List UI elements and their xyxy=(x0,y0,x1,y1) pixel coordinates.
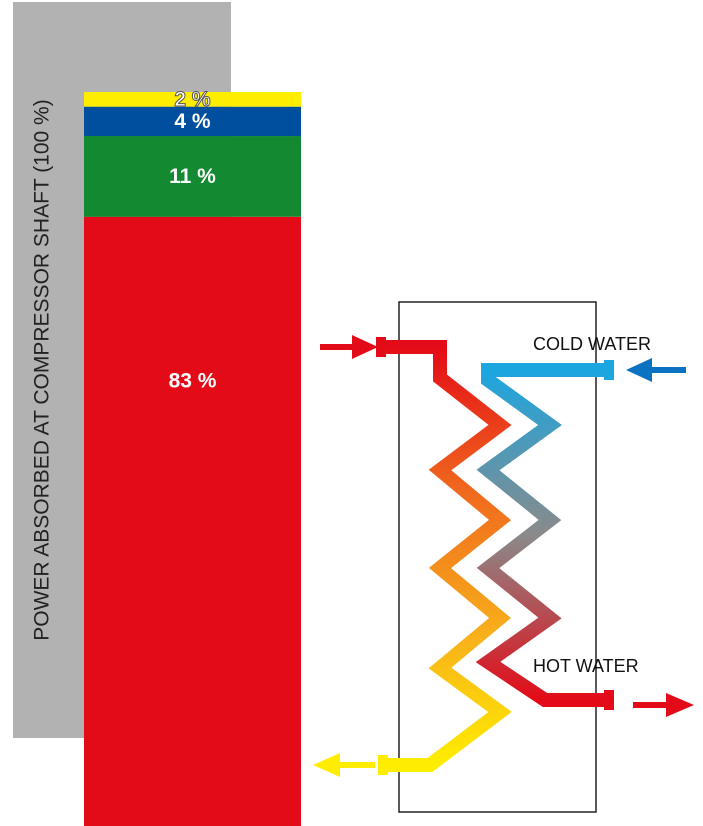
segment-label: 4 % xyxy=(174,110,211,133)
segment-label: 83 % xyxy=(169,369,217,392)
bar-segment xyxy=(84,216,301,826)
arrow xyxy=(633,693,694,717)
coil-cap xyxy=(378,755,388,775)
bar-segment xyxy=(84,136,301,217)
arrow xyxy=(313,753,375,777)
refrigerant-coil xyxy=(380,340,512,772)
hot-water-label: HOT WATER xyxy=(533,656,639,676)
cold-water-label: COLD WATER xyxy=(533,334,651,354)
heat-exchanger xyxy=(398,301,597,813)
segment-label: 2 % xyxy=(174,88,211,111)
bar-segment xyxy=(84,92,301,107)
axis-label: POWER ABSORBED AT COMPRESSOR SHAFT (100 … xyxy=(31,99,54,640)
coil-cap xyxy=(604,360,614,380)
arrow xyxy=(320,335,378,359)
segment-label: 11 % xyxy=(169,165,216,188)
coil-cap xyxy=(604,690,614,710)
arrow xyxy=(626,358,686,382)
coil-cap xyxy=(376,337,386,357)
water-coil xyxy=(475,363,610,707)
bar-segment xyxy=(84,106,301,137)
